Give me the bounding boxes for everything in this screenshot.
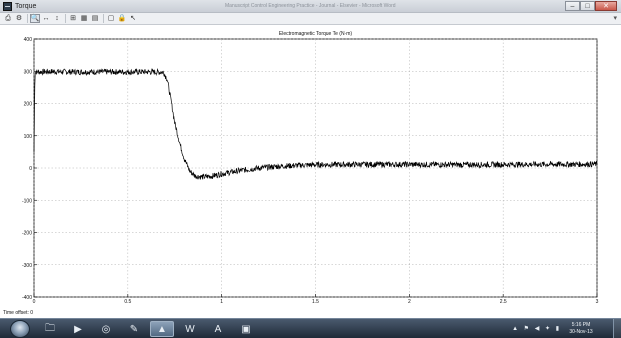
x-tick-label: 1.5 [312, 299, 319, 305]
floating-scope-icon[interactable]: ▢ [107, 15, 115, 22]
zoom-x-icon[interactable]: ↔ [42, 15, 50, 22]
print-icon[interactable]: ⎙ [5, 15, 11, 22]
y-tick-label: 0 [29, 166, 32, 172]
paint-icon[interactable]: ✎ [129, 323, 139, 335]
torque-trace [33, 67, 598, 180]
time-offset-label: Time offset: [3, 310, 29, 316]
window-title: Torque [15, 3, 37, 10]
lock-icon[interactable]: 🔒 [117, 15, 127, 22]
scope-toolbar: ⎙ ⚙ 🔍 ↔ ↕ ⊞ ▦ ▤ ▢ 🔒 ↖ ▾ [0, 13, 621, 25]
clock-date: 30-Nov-13 [569, 329, 593, 335]
matlab-icon[interactable]: ▲ [150, 321, 174, 337]
toolbar-divider [103, 14, 104, 23]
maximize-button[interactable]: □ [580, 1, 595, 11]
word-icon[interactable]: W [185, 323, 195, 335]
x-tick-label: 1 [220, 299, 223, 305]
close-button[interactable]: ✕ [595, 1, 617, 11]
signal-selection-icon[interactable]: ↖ [130, 15, 136, 22]
y-tick-labels: 400 300 200 100 0 -100 -200 -300 -400 [22, 37, 32, 301]
x-tick-label: 3 [596, 299, 599, 305]
autoscale-icon[interactable]: ⊞ [70, 15, 76, 22]
toolbar-divider [27, 14, 28, 23]
toolbar-overflow-icon[interactable]: ▾ [613, 15, 617, 22]
media-player-icon[interactable]: ▶ [74, 323, 82, 335]
start-button[interactable] [10, 320, 30, 338]
browser-icon[interactable]: ◎ [101, 323, 111, 335]
y-tick-label: -200 [22, 231, 32, 237]
settings-icon[interactable]: ⚙ [15, 15, 23, 22]
y-tick-label: 200 [24, 102, 33, 108]
y-tick-label: 400 [24, 37, 33, 43]
y-tick-label: -300 [22, 263, 32, 269]
x-tick-label: 0 [33, 299, 36, 305]
time-offset: Time offset: 0 [3, 310, 33, 316]
window-controls: – □ ✕ [565, 1, 617, 11]
x-tick-labels: 0 0.5 1 1.5 2 2.5 3 [33, 299, 599, 305]
explorer-icon[interactable]: 🗀 [45, 322, 55, 334]
minimize-button[interactable]: – [565, 1, 580, 11]
zoom-y-icon[interactable]: ↕ [55, 15, 59, 22]
y-tick-label: 100 [24, 134, 33, 140]
clock-time: 5:16 PM [571, 322, 591, 328]
scope-app-icon [3, 2, 12, 11]
time-offset-value: 0 [30, 310, 34, 316]
background-window-title: Manuscript Control Engineering Practice … [225, 3, 396, 9]
y-tick-label: -100 [22, 198, 32, 204]
image-viewer-icon[interactable]: ▣ [241, 323, 251, 335]
system-tray-icons[interactable]: ▲ ⚑ ◀ ✦ ▮ [512, 326, 561, 332]
toolbar-divider [65, 14, 66, 23]
x-tick-label: 0.5 [124, 299, 131, 305]
save-axes-icon[interactable]: ▦ [80, 15, 88, 22]
x-tick-label: 2 [408, 299, 411, 305]
acrobat-icon[interactable]: A [214, 323, 222, 335]
x-tick-label: 2.5 [500, 299, 507, 305]
plot-title: Electromagnetic Torque Te (N·m) [278, 31, 353, 37]
taskbar: 🗀 ▶ ◎ ✎ ▲ W A ▣ ▲ ⚑ ◀ ✦ ▮ 5:16 PM 30-Nov… [0, 318, 621, 338]
window-titlebar: Torque Manuscript Control Engineering Pr… [0, 0, 621, 13]
taskbar-clock[interactable]: 5:16 PM 30-Nov-13 [565, 322, 597, 336]
y-tick-label: -400 [22, 295, 32, 301]
y-tick-label: 300 [24, 69, 33, 75]
zoom-in-icon[interactable]: 🔍 [30, 14, 40, 23]
show-desktop-button[interactable] [613, 319, 621, 338]
restore-axes-icon[interactable]: ▤ [91, 15, 99, 22]
